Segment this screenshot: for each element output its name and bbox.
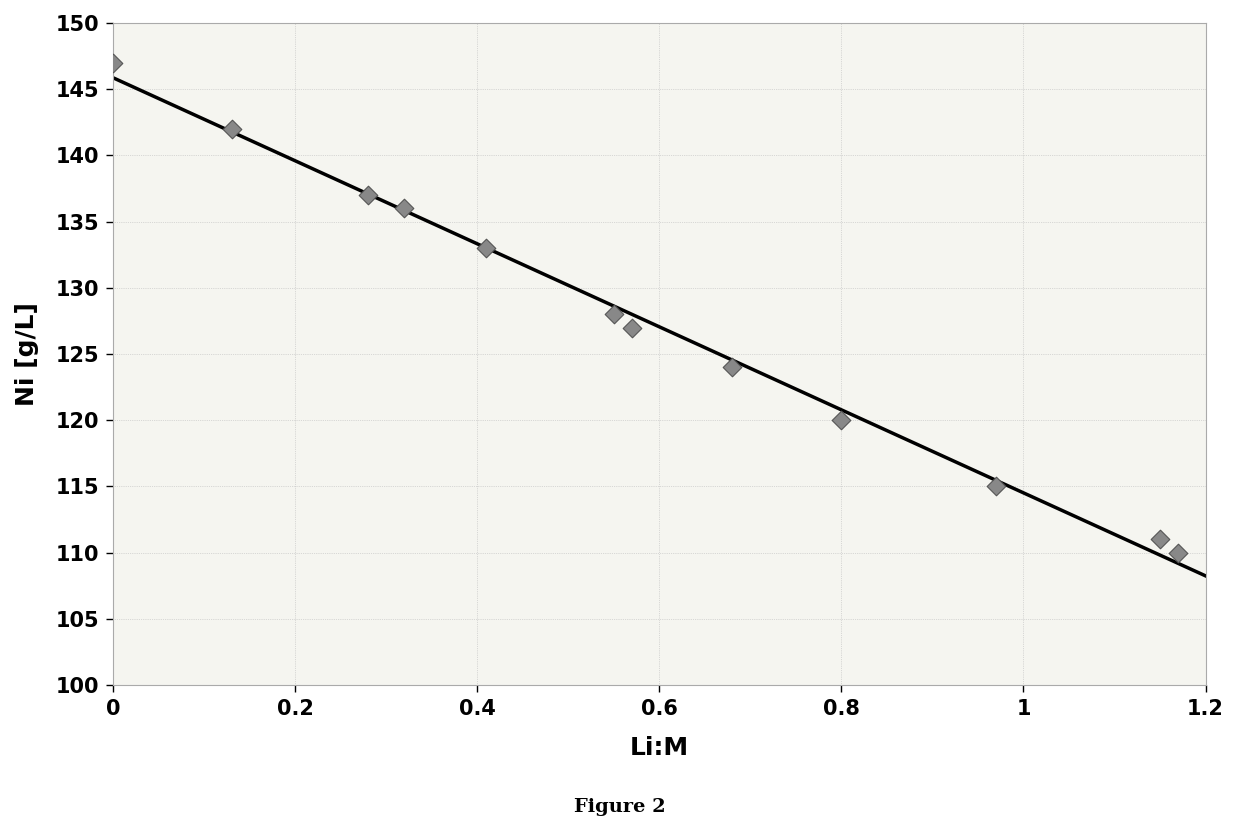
Point: [831, 414, 851, 427]
Point: [722, 361, 742, 374]
Point: [1150, 533, 1170, 546]
Text: Figure 2: Figure 2: [574, 798, 665, 816]
Y-axis label: Ni [g/L]: Ni [g/L]: [15, 302, 38, 406]
X-axis label: Li:M: Li:M: [629, 736, 689, 760]
Point: [603, 307, 623, 321]
Point: [1168, 546, 1188, 560]
Point: [394, 202, 414, 215]
Point: [103, 56, 123, 69]
Point: [358, 188, 378, 202]
Point: [222, 122, 242, 136]
Point: [622, 321, 642, 334]
Point: [477, 242, 497, 255]
Point: [986, 480, 1006, 493]
